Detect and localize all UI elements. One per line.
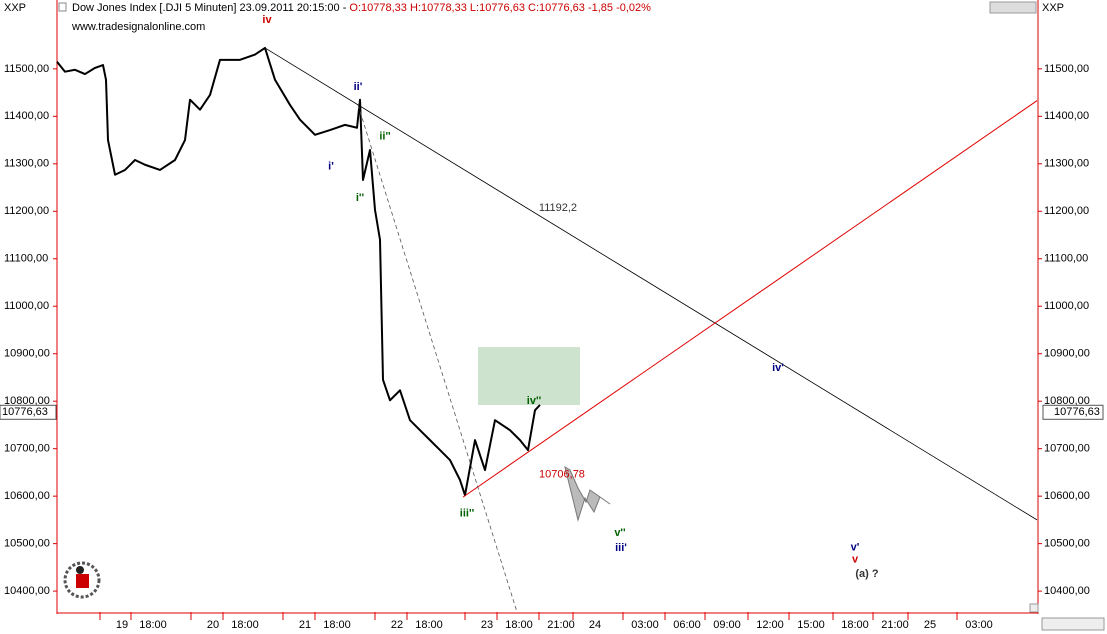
series-line [462, 100, 1038, 498]
x-tick-label: 18:00 [841, 619, 869, 631]
last-price: 10776,63 [2, 406, 48, 418]
x-tick-label: 21:00 [547, 619, 575, 631]
wave-label: v' [851, 541, 860, 553]
x-tick-label: 18:00 [231, 619, 259, 631]
x-tick-label: 03:00 [631, 619, 659, 631]
y-tick-label-right: 11100,00 [1044, 253, 1088, 265]
wave-label: (a) ? [855, 568, 879, 580]
x-tick-label: 23 [481, 619, 493, 631]
wave-label: i' [328, 161, 334, 173]
x-tick-label: 21 [299, 619, 311, 631]
x-tick-label: 25 [924, 619, 936, 631]
series-line [357, 104, 518, 613]
last-price-right: 10776,63 [1054, 406, 1100, 418]
x-tick-label: 18:00 [415, 619, 443, 631]
last-price-box [0, 404, 57, 420]
series-line [56, 46, 541, 497]
x-tick-label: 09:00 [713, 619, 741, 631]
arrow-graphic [564, 465, 611, 522]
instrument-right: XXP [1042, 2, 1064, 14]
wave-label: 11192,2 [539, 202, 577, 214]
y-tick-label-right: 11400,00 [1044, 110, 1089, 122]
x-tick-label: 21:00 [881, 619, 909, 631]
y-tick-label-right: 10900,00 [1044, 348, 1090, 360]
resize-grip[interactable] [1029, 603, 1039, 613]
wave-label: 10706,78 [539, 469, 585, 481]
x-tick-label: 18:00 [139, 619, 167, 631]
instrument: XXP [4, 2, 26, 14]
x-tick-label: 06:00 [673, 619, 701, 631]
y-tick-label: 10500,00 [4, 538, 50, 550]
x-tick-label: 24 [589, 619, 601, 631]
wave-label: iii'' [460, 508, 475, 520]
y-tick-label: 10700,00 [4, 443, 50, 455]
x-tick-label: 22 [391, 619, 403, 631]
last-price-box-right [1042, 404, 1104, 420]
wave-label: iv [262, 14, 272, 26]
wave-label: iv'' [527, 395, 542, 407]
wave-label: iv' [772, 362, 784, 374]
y-tick-label-right: 11200,00 [1044, 205, 1089, 217]
y-tick-label: 10600,00 [4, 490, 50, 502]
wave-label: ii'' [379, 131, 391, 143]
chart-title: Dow Jones Index [.DJI 5 Minuten] 23.09.2… [72, 2, 651, 14]
x-tick-label: 19 [116, 619, 128, 631]
y-tick-label: 10800,00 [4, 395, 50, 407]
x-tick-label: 12:00 [756, 619, 784, 631]
y-tick-label-right: 10800,00 [1044, 395, 1090, 407]
wave-label: v'' [614, 527, 626, 539]
y-tick-label: 11200,00 [4, 205, 49, 217]
wave-label: v [852, 554, 859, 566]
y-tick-label-right: 10400,00 [1044, 585, 1090, 597]
target-zone [478, 347, 580, 405]
x-tick-label: 03:00 [965, 619, 993, 631]
y-tick-label: 11400,00 [4, 110, 49, 122]
y-tick-label: 11300,00 [4, 158, 49, 170]
window-buttons[interactable] [989, 1, 1037, 14]
y-tick-label: 10400,00 [4, 585, 50, 597]
x-tick-label: 18:00 [323, 619, 351, 631]
y-tick-label: 11500,00 [4, 63, 49, 75]
wave-label: iii' [615, 542, 627, 554]
x-tick-label: 15:00 [797, 619, 825, 631]
y-tick-label: 10900,00 [4, 348, 50, 360]
y-tick-label-right: 11000,00 [1044, 300, 1089, 312]
wave-label: i'' [356, 192, 365, 204]
y-tick-label: 11100,00 [4, 253, 48, 265]
series-line [264, 47, 1038, 521]
title: Dow Jones Index [.DJI 5 Minuten] 23.09.2… [72, 2, 347, 14]
wave-label: ii' [354, 81, 363, 93]
x-tick-label: 18:00 [505, 619, 533, 631]
ohlc: O:10778,33 H:10778,33 L:10776,63 C:10776… [349, 2, 651, 14]
y-tick-label-right: 11500,00 [1044, 63, 1089, 75]
zoom-buttons[interactable] [1041, 617, 1105, 631]
y-tick-label: 11000,00 [4, 300, 49, 312]
logo [63, 561, 101, 599]
chart-icon [58, 2, 67, 12]
y-tick-label-right: 10600,00 [1044, 490, 1090, 502]
y-tick-label-right: 10500,00 [1044, 538, 1090, 550]
watermark: www.tradesignalonline.com [71, 21, 205, 33]
x-tick-label: 20 [207, 619, 219, 631]
y-tick-label-right: 11300,00 [1044, 158, 1089, 170]
y-tick-label-right: 10700,00 [1044, 443, 1090, 455]
